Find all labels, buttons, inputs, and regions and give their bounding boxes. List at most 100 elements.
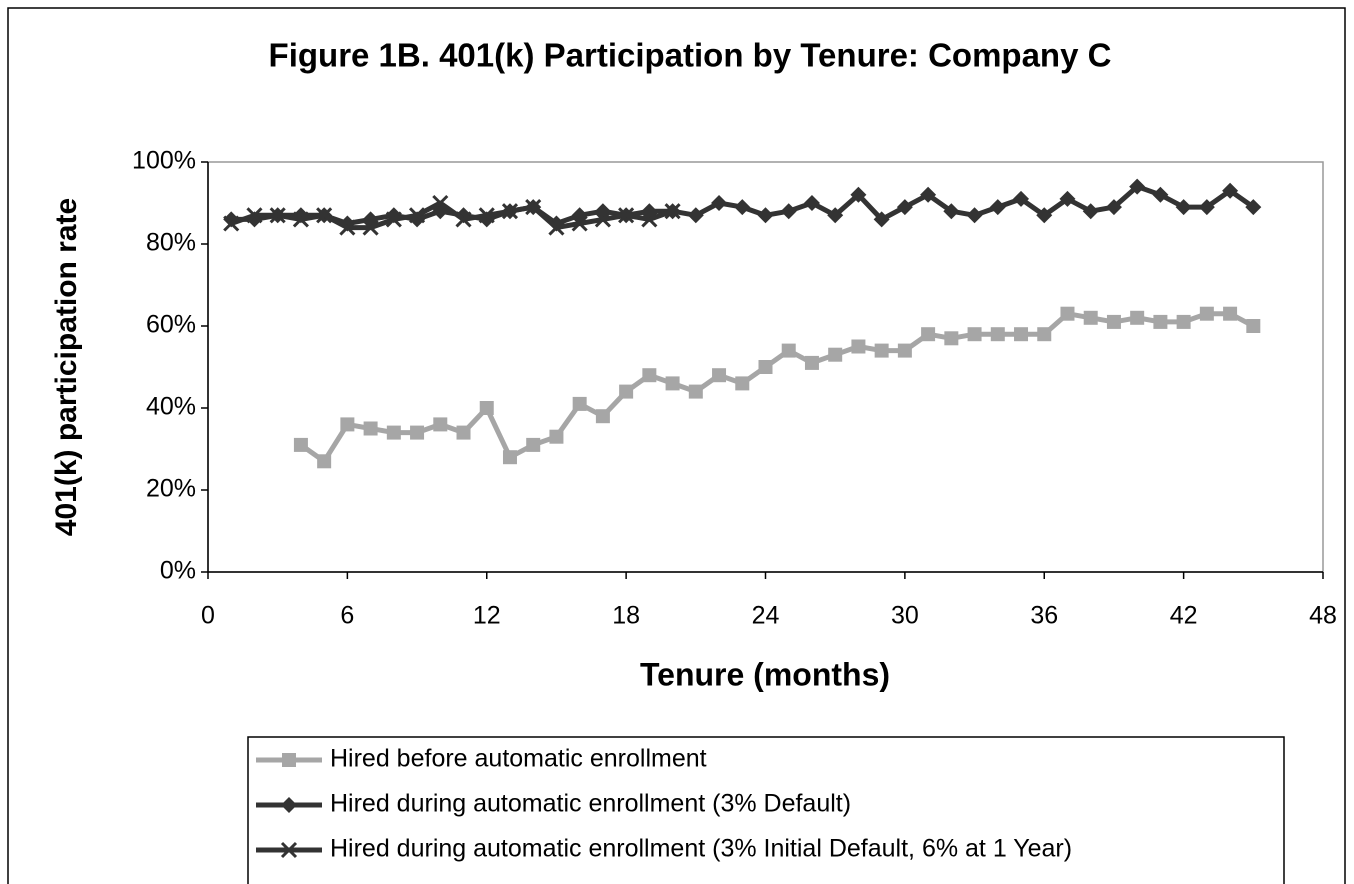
- marker: [317, 454, 332, 469]
- marker: [781, 343, 796, 358]
- marker: [712, 368, 727, 383]
- marker: [1060, 306, 1075, 321]
- y-tick-label: 20%: [146, 475, 196, 503]
- marker: [920, 186, 937, 203]
- marker: [1106, 314, 1121, 329]
- marker: [1037, 327, 1052, 342]
- marker: [594, 211, 611, 228]
- marker: [282, 753, 296, 767]
- marker: [363, 421, 378, 436]
- marker: [1198, 199, 1215, 216]
- marker: [339, 219, 356, 236]
- marker: [1013, 190, 1030, 207]
- marker: [340, 417, 355, 432]
- x-tick-label: 12: [473, 602, 501, 630]
- y-tick-label: 0%: [160, 557, 196, 585]
- marker: [967, 327, 982, 342]
- marker: [1105, 199, 1122, 216]
- marker: [526, 437, 541, 452]
- marker: [828, 347, 843, 362]
- marker: [1059, 190, 1076, 207]
- marker: [409, 207, 426, 224]
- y-tick-label: 100%: [132, 147, 196, 175]
- marker: [688, 384, 703, 399]
- marker: [921, 327, 936, 342]
- marker: [711, 195, 728, 211]
- series-line: [230, 200, 674, 231]
- x-tick-label: 48: [1309, 602, 1337, 630]
- marker: [990, 327, 1005, 342]
- marker: [850, 186, 867, 203]
- marker: [943, 203, 960, 220]
- marker: [385, 211, 402, 228]
- marker: [1199, 306, 1214, 321]
- marker: [246, 207, 263, 224]
- marker: [269, 207, 286, 224]
- marker: [1014, 327, 1029, 342]
- x-tick-label: 6: [340, 602, 354, 630]
- marker: [479, 401, 494, 415]
- marker: [1152, 186, 1169, 203]
- marker: [595, 409, 610, 424]
- marker: [734, 199, 751, 216]
- marker: [735, 376, 750, 391]
- marker: [989, 199, 1006, 216]
- marker: [758, 360, 773, 374]
- marker: [619, 384, 634, 399]
- marker: [223, 215, 240, 232]
- marker: [896, 199, 913, 216]
- marker: [455, 211, 472, 228]
- marker: [1246, 319, 1261, 333]
- chart-title: Figure 1B. 401(k) Participation by Tenur…: [269, 37, 1112, 74]
- x-tick-label: 0: [201, 602, 215, 630]
- x-axis-title: Tenure (months): [640, 656, 890, 692]
- marker: [804, 355, 819, 370]
- x-tick-label: 18: [612, 602, 640, 630]
- marker: [571, 215, 588, 232]
- legend: [247, 736, 1285, 884]
- marker: [827, 207, 844, 224]
- legend-label: Hired during automatic enrollment (3% In…: [330, 835, 1072, 863]
- y-tick-label: 40%: [146, 393, 196, 421]
- marker: [1176, 314, 1191, 329]
- legend-label: Hired before automatic enrollment: [330, 745, 707, 773]
- marker: [1036, 207, 1053, 224]
- marker: [618, 207, 635, 224]
- marker: [281, 797, 297, 813]
- marker: [548, 219, 565, 236]
- legend-label: Hired during automatic enrollment (3% De…: [330, 790, 851, 818]
- marker: [944, 331, 959, 346]
- marker: [873, 211, 890, 228]
- marker: [1222, 182, 1239, 199]
- marker: [410, 425, 425, 440]
- marker: [433, 417, 448, 432]
- marker: [362, 219, 379, 236]
- marker: [1083, 310, 1098, 325]
- marker: [1082, 203, 1099, 220]
- marker: [456, 425, 471, 440]
- marker: [803, 195, 820, 211]
- marker: [1129, 178, 1146, 195]
- marker: [897, 343, 912, 358]
- marker: [1245, 199, 1262, 216]
- marker: [293, 437, 308, 452]
- marker: [501, 203, 519, 220]
- x-tick-label: 42: [1170, 602, 1198, 630]
- marker: [687, 207, 704, 224]
- x-tick-label: 24: [752, 602, 780, 630]
- marker: [478, 207, 495, 224]
- marker: [851, 339, 866, 354]
- y-tick-label: 80%: [146, 229, 196, 257]
- marker: [1130, 310, 1145, 325]
- x-tick-label: 36: [1030, 602, 1058, 630]
- marker: [572, 396, 587, 411]
- marker: [280, 841, 298, 859]
- marker: [757, 207, 774, 224]
- y-axis-title: 401(k) participation rate: [50, 198, 83, 536]
- y-tick-label: 60%: [146, 311, 196, 339]
- marker: [502, 450, 517, 465]
- marker: [1175, 199, 1192, 216]
- marker: [665, 376, 680, 391]
